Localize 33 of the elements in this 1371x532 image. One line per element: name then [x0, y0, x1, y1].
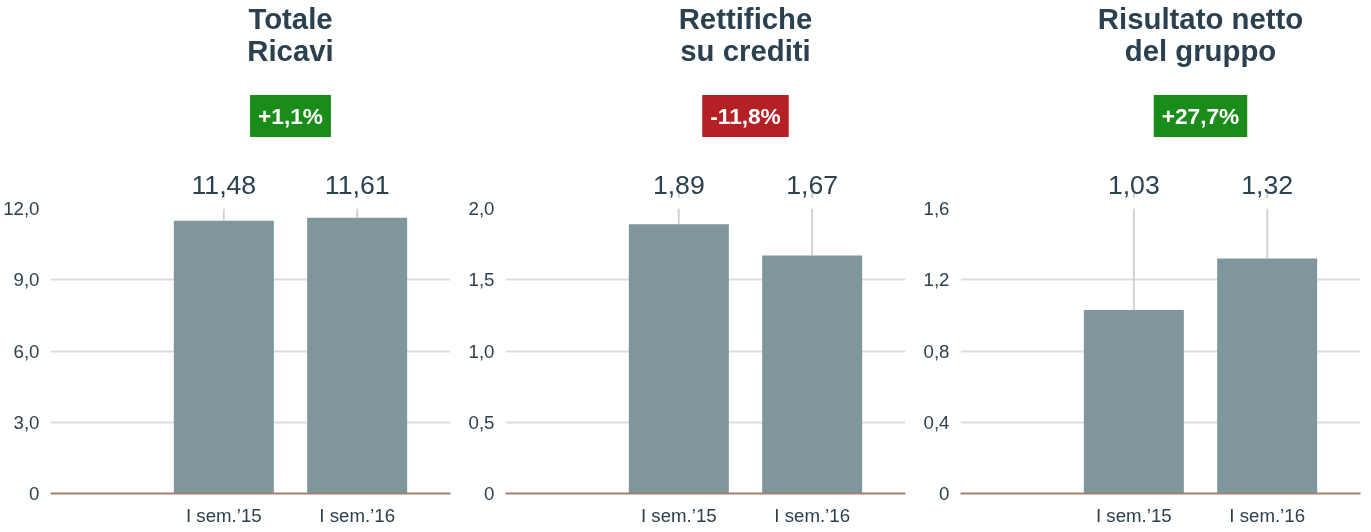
data-label: 1,89: [652, 169, 705, 200]
chart-title: Risultato netto del gruppo: [1097, 2, 1304, 67]
x-tick-label: I sem.’16: [1229, 504, 1306, 526]
y-tick-label: 1,6: [923, 198, 950, 219]
data-label: 11,61: [324, 169, 390, 200]
x-tick-label: I sem.’15: [640, 504, 717, 526]
text: +1,1%: [258, 103, 323, 130]
text: +27,7%: [1161, 103, 1240, 130]
data-label: 1,67: [786, 169, 839, 200]
chart-title: Rettifiche su crediti: [678, 2, 813, 67]
y-tick-label: 0: [939, 483, 950, 504]
x-tick-label: I sem.’15: [185, 504, 262, 526]
y-tick-label: 0,4: [923, 411, 950, 433]
data-label: 11,48: [191, 169, 257, 200]
y-tick-label: 9,0: [13, 269, 40, 291]
data-label: 1,32: [1241, 169, 1294, 200]
text: -11,8%: [710, 103, 781, 130]
y-tick-label: 2,0: [468, 198, 495, 219]
y-tick-label: 0,8: [923, 340, 950, 362]
y-tick-label: 1,0: [468, 340, 495, 362]
y-tick-label: 0,5: [468, 411, 495, 433]
data-label: 1,03: [1107, 169, 1160, 200]
y-tick-label: 1,2: [923, 269, 950, 291]
y-tick-label: 6,0: [13, 340, 40, 362]
x-tick-label: I sem.’16: [319, 504, 396, 526]
y-tick-label: 1,5: [468, 269, 495, 291]
x-tick-label: I sem.’15: [1095, 504, 1172, 526]
y-tick-label: 3,0: [13, 411, 40, 433]
y-tick-label: 12,0: [3, 198, 40, 219]
y-tick-label: 0: [484, 483, 495, 504]
y-tick-label: 0: [29, 483, 40, 504]
chart-title: Totale Ricavi: [247, 2, 334, 67]
x-tick-label: I sem.’16: [774, 504, 851, 526]
